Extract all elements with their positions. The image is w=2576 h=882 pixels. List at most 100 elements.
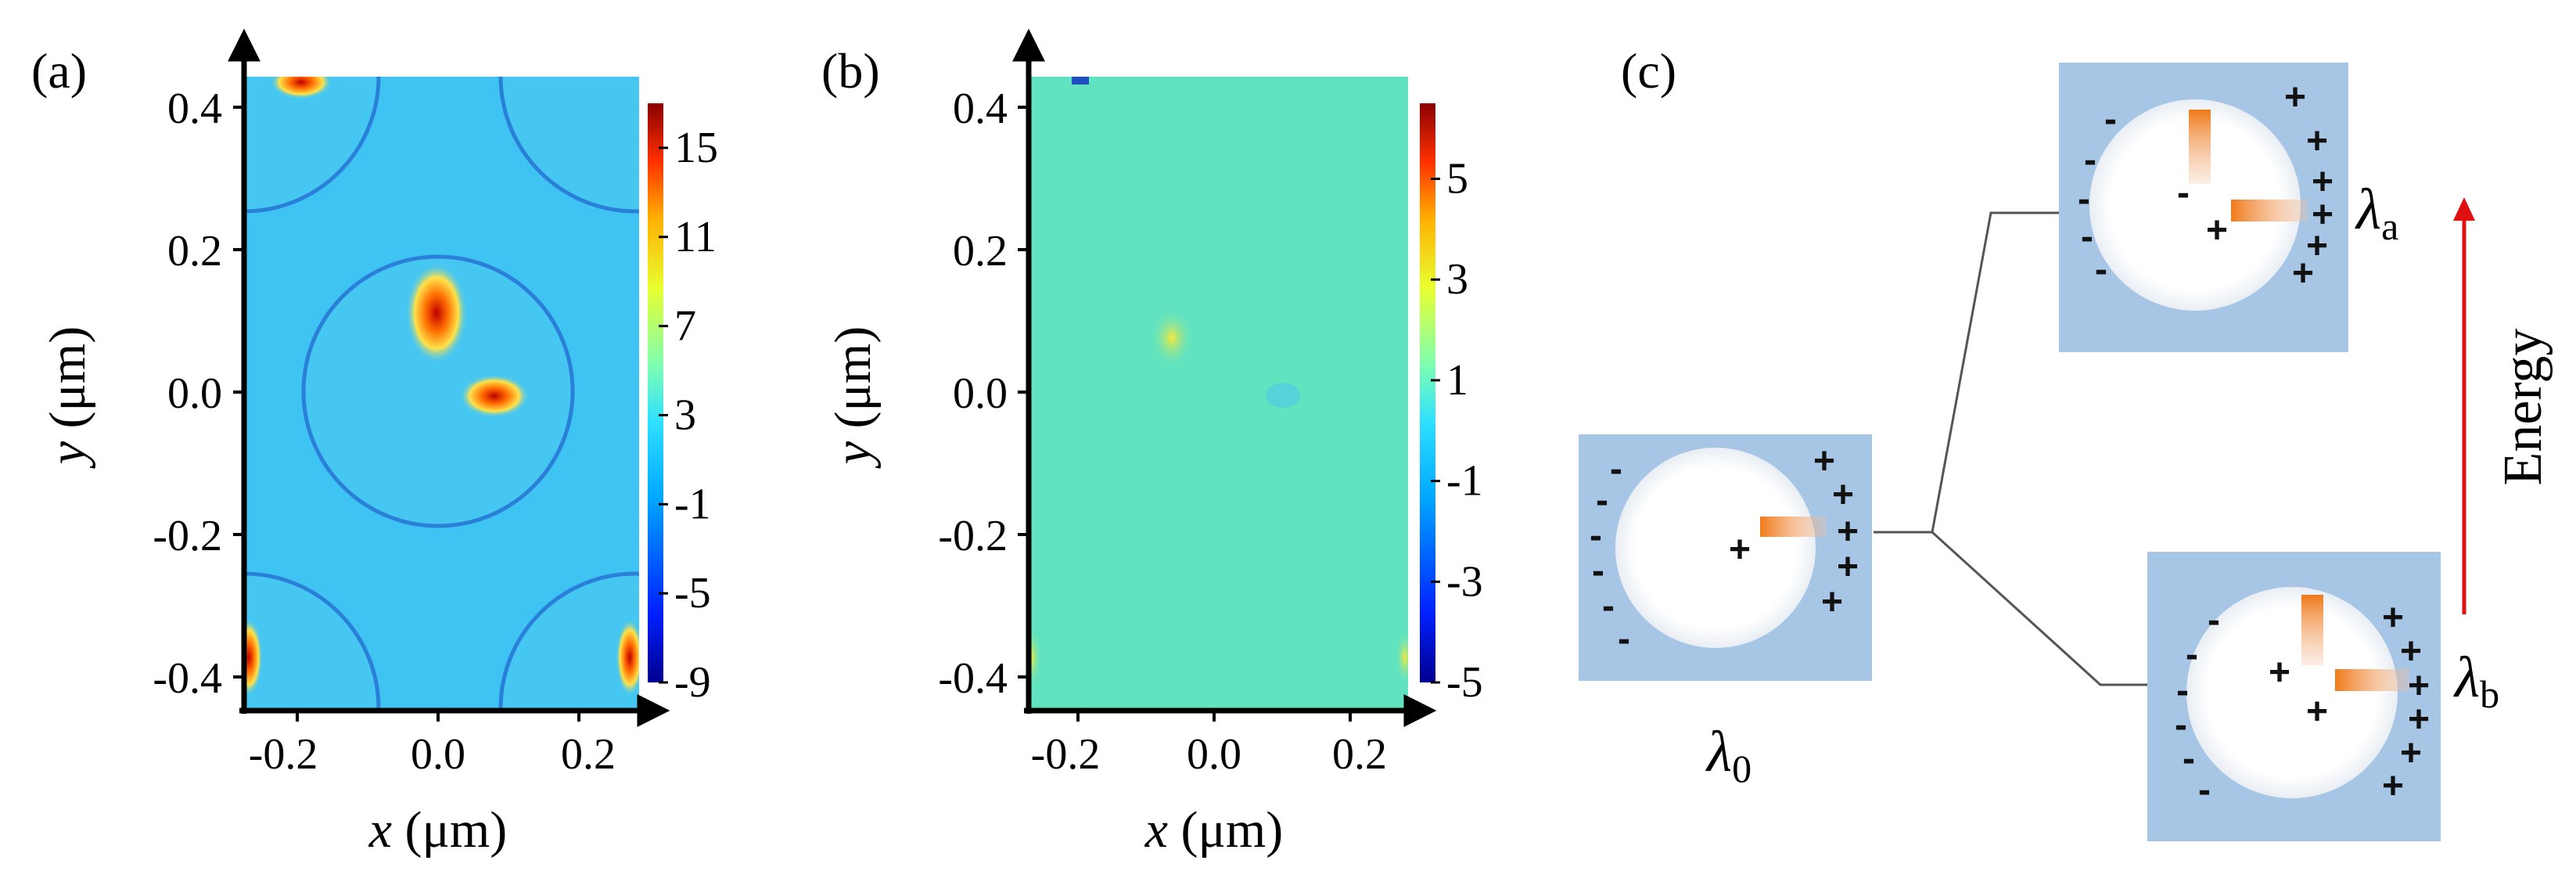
y-tick-label: -0.2 — [938, 512, 1008, 560]
minus-sign: - — [1590, 515, 1602, 556]
y-tick-label: 0.4 — [953, 85, 1008, 133]
colorbar-tick-label: 3 — [1446, 255, 1468, 304]
horizontal-stub — [2335, 669, 2409, 691]
panel-c: (c) - - - - - - + + + + + + λ0 — [1579, 43, 2553, 841]
hotspot-a-5 — [616, 618, 639, 697]
colorbar-b-ticks: 5 3 1 -1 -3 -5 — [1431, 155, 1483, 707]
minus-sign: - — [2198, 769, 2211, 811]
minus-sign: - — [1602, 585, 1615, 627]
lambda-b-label: λb — [2453, 646, 2499, 716]
plus-sign: + — [2312, 194, 2333, 236]
unit-cell-hole — [1615, 448, 1816, 648]
line-to-lambda-a — [1874, 211, 2059, 534]
minus-sign: - — [2186, 634, 2198, 675]
plus-sign: + — [1837, 546, 1859, 588]
colorbar-tick-label: -1 — [1446, 457, 1483, 506]
minus-sign: - — [2208, 599, 2220, 641]
x-tick-label: -0.2 — [1031, 730, 1101, 779]
colorbar-tick-label: -1 — [674, 480, 711, 528]
panel-b-x-ticks: -0.2 0.0 0.2 — [1031, 711, 1387, 779]
plus-sign: + — [1821, 581, 1843, 623]
horizontal-stub — [2231, 200, 2308, 221]
minus-sign: - — [1610, 448, 1622, 490]
plus-sign: + — [2382, 597, 2404, 639]
y-tick-label: -0.2 — [153, 512, 222, 560]
panel-a-x-ticks: -0.2 0.0 0.2 — [249, 711, 616, 779]
colorbar-tick-label: -5 — [674, 569, 711, 617]
hotspot-a-1 — [405, 262, 468, 364]
plus-sign: + — [2306, 225, 2328, 267]
y-tick-label: 0.0 — [953, 369, 1008, 418]
x-tick-label: 0.2 — [561, 730, 616, 779]
warmspot-b-1 — [1150, 308, 1194, 368]
plus-sign: + — [2400, 631, 2422, 672]
x-tick-label: 0.2 — [1332, 730, 1387, 779]
minus-sign: - — [2176, 670, 2189, 711]
plus-sign: + — [1729, 529, 1751, 571]
colorbar-tick-label: 1 — [1446, 356, 1468, 405]
plus-sign: + — [2269, 652, 2290, 693]
coolspot-b-2 — [1072, 77, 1089, 85]
plus-sign: + — [1832, 474, 1854, 516]
colorbar-tick-label: 5 — [1446, 155, 1468, 203]
minus-sign: - — [1618, 618, 1630, 660]
colorbar-tick-label: -3 — [1446, 557, 1483, 606]
plus-sign: + — [2400, 733, 2422, 774]
y-tick-label: 0.4 — [167, 85, 222, 133]
plus-sign: + — [2306, 121, 2328, 162]
colorbar-b-gradient — [1420, 103, 1435, 682]
warmspot-b-3 — [1396, 630, 1408, 685]
unit-cell-lambda-b: - - - - - - + + + + + + + + — [2147, 552, 2441, 841]
minus-sign: - — [1592, 550, 1604, 592]
energy-label: Energy — [2493, 329, 2553, 486]
minus-sign: - — [2104, 99, 2117, 140]
colorbar-a-ticks: 15 11 7 3 -1 -5 -9 — [659, 124, 718, 707]
y-tick-label: -0.4 — [938, 654, 1008, 703]
plus-sign: + — [1813, 441, 1835, 482]
plus-sign: + — [2408, 665, 2430, 707]
y-tick-label: 0.0 — [167, 369, 222, 418]
unit-cell-lambda-0: - - - - - - + + + + + + — [1579, 434, 1872, 681]
vertical-stub — [2189, 110, 2211, 184]
fieldmap-a-corner-hole-tl — [244, 77, 381, 214]
y-tick-label: 0.2 — [953, 227, 1008, 275]
panel-b: (b) 0.4 0.2 0.0 -0.2 -0.4 -0 — [821, 28, 1483, 859]
y-tick-label: 0.2 — [167, 227, 222, 275]
energy-arrow-head — [2453, 197, 2475, 221]
colorbar-tick-label: 3 — [674, 391, 696, 439]
x-tick-label: 0.0 — [411, 730, 465, 779]
coolspot-b-1 — [1266, 383, 1300, 408]
minus-sign: - — [2175, 704, 2187, 746]
panel-b-fieldmap — [1029, 77, 1408, 711]
fieldmap-a-center-hole — [301, 254, 575, 528]
warmspot-b-2 — [1029, 626, 1042, 689]
colorbar-tick-label: -5 — [1446, 658, 1483, 707]
minus-sign: - — [2084, 139, 2096, 181]
hotspot-a-3 — [270, 77, 332, 99]
plus-sign: + — [2292, 253, 2314, 294]
panel-a-x-axis-label: x (μm) — [368, 801, 507, 859]
panel-b-label: (b) — [821, 43, 880, 99]
panel-c-label: (c) — [1621, 43, 1676, 99]
x-tick-label: 0.0 — [1187, 730, 1241, 779]
x-tick-label: -0.2 — [249, 730, 318, 779]
plus-sign: + — [2306, 691, 2328, 733]
unit-cell-hole — [2186, 587, 2398, 798]
panel-b-y-ticks: 0.4 0.2 0.0 -0.2 -0.4 — [938, 85, 1029, 703]
colorbar-a: 15 11 7 3 -1 -5 -9 — [648, 103, 718, 707]
panel-a-label: (a) — [31, 43, 87, 99]
y-tick-label: -0.4 — [153, 654, 222, 703]
panel-b-y-axis-label: y (μm) — [825, 326, 882, 469]
minus-sign: - — [2095, 249, 2107, 290]
plus-sign: + — [2284, 77, 2306, 118]
minus-sign: - — [1596, 480, 1608, 521]
colorbar-b: 5 3 1 -1 -3 -5 — [1420, 103, 1483, 707]
panel-a-fieldmap — [244, 77, 639, 711]
lambda-0-label: λ0 — [1705, 720, 1751, 790]
fieldmap-b-background — [1029, 77, 1408, 711]
unit-cell-hole — [2089, 99, 2301, 311]
plus-sign: + — [1837, 511, 1859, 553]
colorbar-a-gradient — [648, 103, 663, 682]
panel-a: (a) 0.4 0.2 0.0 -0.2 -0.4 — [31, 28, 718, 859]
